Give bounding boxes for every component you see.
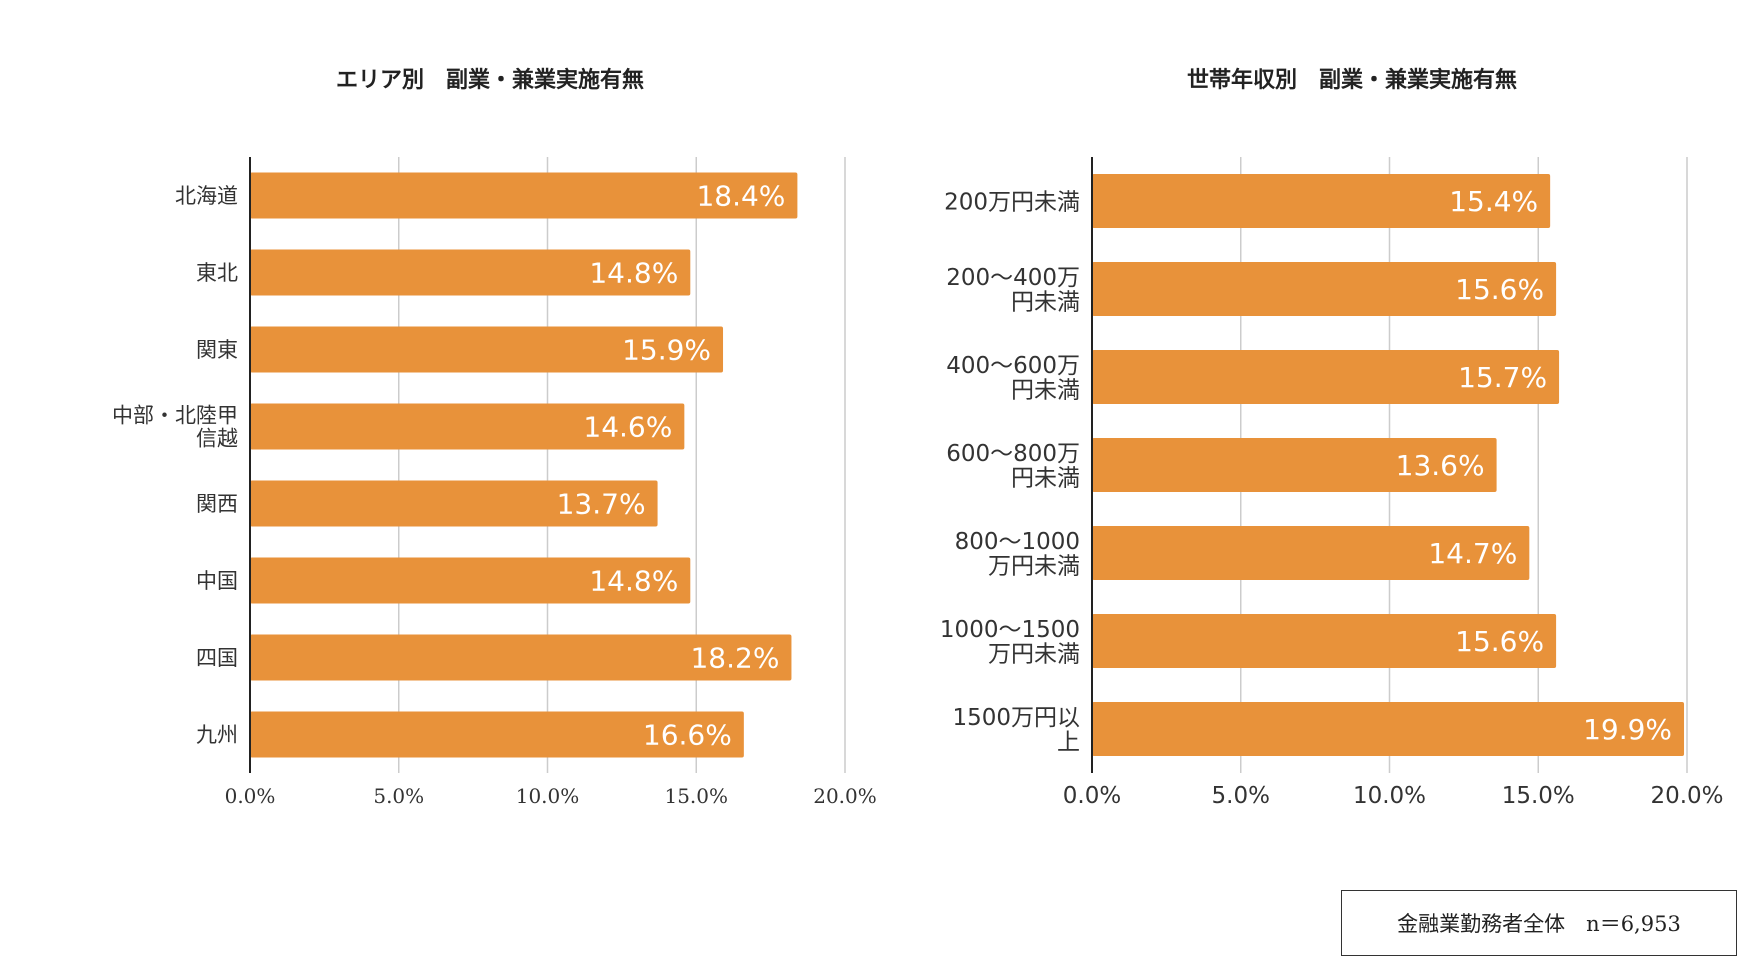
bar <box>1092 262 1557 316</box>
x-tick-label: 15.0% <box>1502 783 1575 809</box>
bar <box>250 172 798 219</box>
x-tick-label: 20.0% <box>813 784 877 808</box>
category-label: 関東 <box>196 338 238 362</box>
bar <box>1092 438 1497 492</box>
bar <box>1092 614 1557 668</box>
bar <box>250 557 691 604</box>
x-tick-label: 0.0% <box>1063 783 1121 809</box>
bar <box>1092 702 1685 756</box>
x-tick-label: 10.0% <box>1353 783 1426 809</box>
data-label: 19.9% <box>1583 713 1672 746</box>
x-tick-label: 0.0% <box>225 784 276 808</box>
bar <box>250 403 685 450</box>
data-label: 14.7% <box>1428 537 1517 570</box>
category-label: 関西 <box>196 492 238 516</box>
category-label: 200万円未満 <box>944 189 1080 215</box>
x-tick-label: 10.0% <box>516 784 580 808</box>
data-label: 13.6% <box>1396 449 1485 482</box>
data-label: 18.4% <box>696 180 785 213</box>
bar <box>1092 526 1530 580</box>
bar <box>250 249 691 296</box>
category-label: 中部・北陸甲信越 <box>112 404 238 451</box>
category-label: 800〜1000 万円未満 <box>955 529 1080 580</box>
bar <box>1092 174 1551 228</box>
data-label: 15.9% <box>622 334 711 367</box>
data-label: 14.8% <box>589 565 678 598</box>
sample-note-text: 金融業勤務者全体 n＝6,953 <box>1397 912 1681 936</box>
chart-title: エリア別 副業・兼業実施有無 <box>336 67 644 93</box>
x-tick-label: 20.0% <box>1650 783 1723 809</box>
x-tick-label: 5.0% <box>373 784 424 808</box>
x-tick-label: 5.0% <box>1212 783 1270 809</box>
income-chart: 世帯年収別 副業・兼業実施有無 15.4% 200万円未満 15.6% 200〜400万… <box>940 67 1724 809</box>
bar <box>250 711 744 758</box>
sample-note: 金融業勤務者全体 n＝6,953 <box>1341 890 1737 956</box>
category-label: 600〜800万円未満 <box>946 441 1080 492</box>
bar <box>250 480 658 527</box>
category-label: 東北 <box>196 261 238 285</box>
x-tick-label: 15.0% <box>664 784 728 808</box>
category-label: 200〜400万円未満 <box>946 265 1080 316</box>
data-label: 14.8% <box>589 257 678 290</box>
category-label: 1000〜1500 万円未満 <box>940 617 1080 668</box>
category-label: 四国 <box>196 646 238 670</box>
category-label: 400〜600万円未満 <box>946 353 1080 404</box>
data-label: 15.4% <box>1449 185 1538 218</box>
data-label: 18.2% <box>690 642 779 675</box>
data-label: 15.7% <box>1458 361 1547 394</box>
data-label: 16.6% <box>643 719 732 752</box>
bar <box>1092 350 1560 404</box>
data-label: 13.7% <box>557 488 646 521</box>
category-label: 九州 <box>196 723 238 747</box>
bar <box>250 326 724 373</box>
area-chart: エリア別 副業・兼業実施有無 18.4% 北海道 14.8% 東北 15.9% 関東 14.6… <box>112 67 877 808</box>
chart-title: 世帯年収別 副業・兼業実施有無 <box>1187 67 1517 93</box>
data-label: 14.6% <box>583 411 672 444</box>
category-label: 1500万円以上 <box>952 705 1080 756</box>
data-label: 15.6% <box>1455 273 1544 306</box>
category-label: 中国 <box>196 569 238 593</box>
data-label: 15.6% <box>1455 625 1544 658</box>
bar <box>250 634 792 681</box>
category-label: 北海道 <box>175 184 238 208</box>
